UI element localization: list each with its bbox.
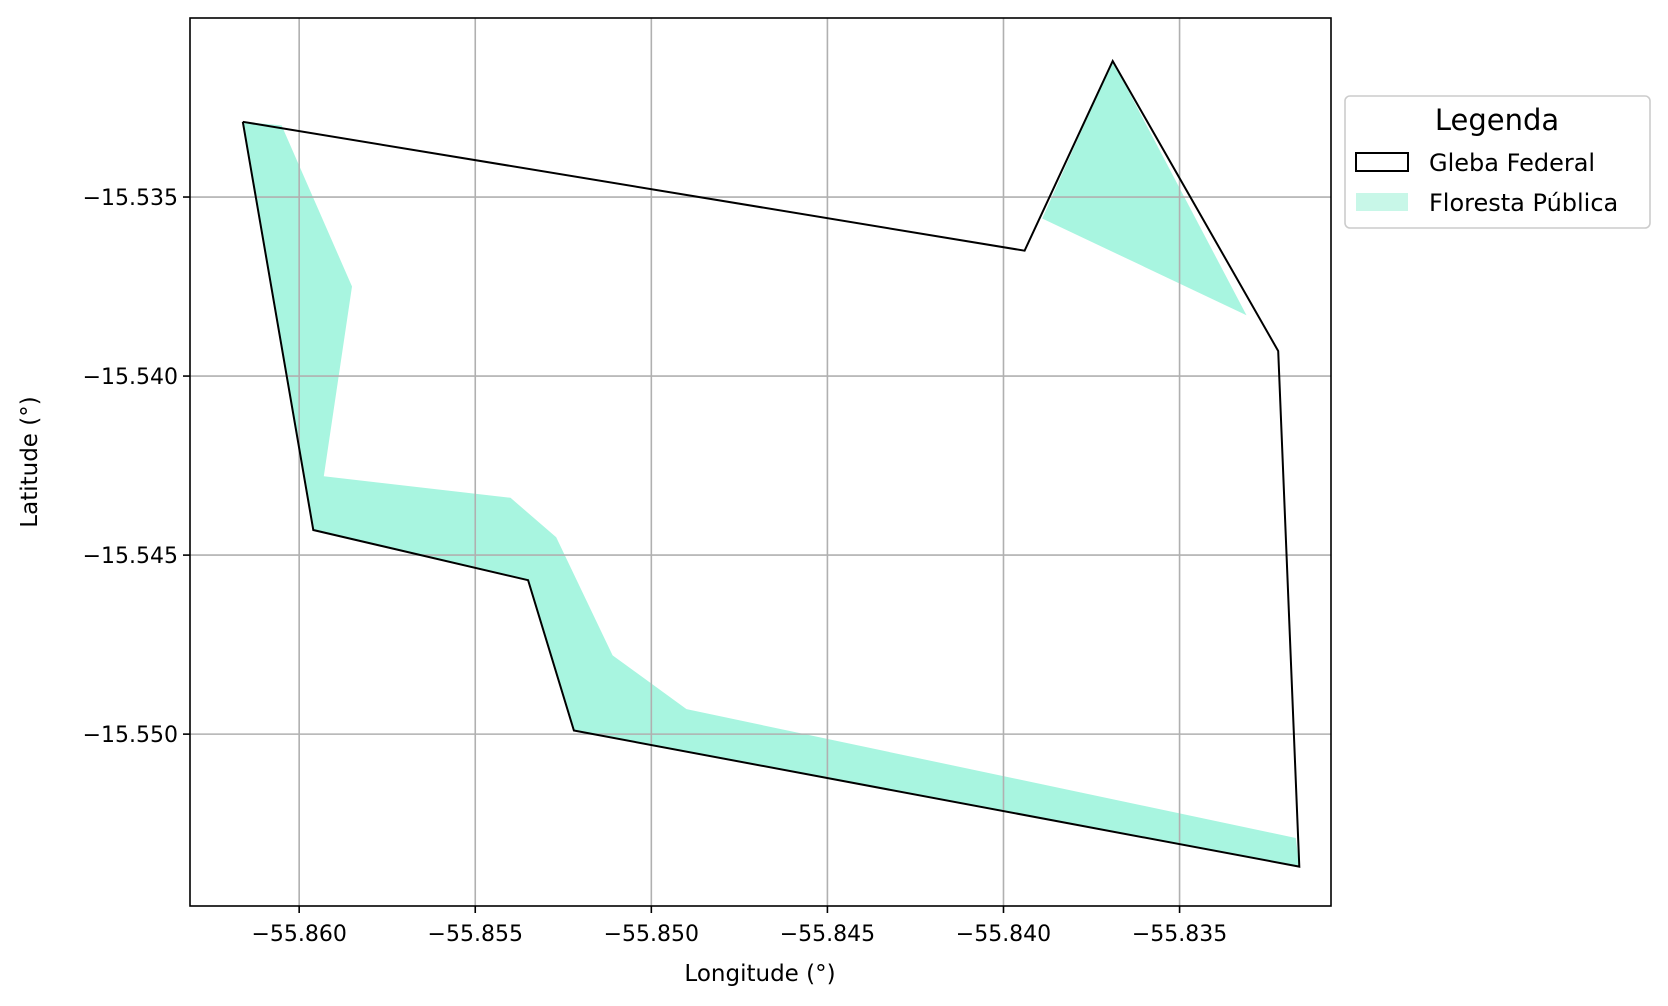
- x-tick-label-5: −55.840: [956, 922, 1051, 947]
- legend: Legenda Gleba Federal Floresta Pública: [1345, 96, 1650, 228]
- legend-swatch-floresta-publica: [1356, 193, 1408, 211]
- x-tick-label-6: −55.835: [1132, 922, 1227, 947]
- y-tick-label-3: −15.545: [83, 544, 178, 569]
- y-tick-label-2: −15.540: [83, 365, 178, 390]
- x-tick-label-2: −55.855: [428, 922, 523, 947]
- legend-swatch-gleba-federal: [1356, 153, 1408, 171]
- x-tick-label-3: −55.850: [604, 922, 699, 947]
- y-axis-label: Latitude (°): [17, 396, 43, 527]
- legend-label-gleba-federal: Gleba Federal: [1429, 149, 1595, 177]
- legend-label-floresta-publica: Floresta Pública: [1429, 189, 1618, 217]
- legend-title: Legenda: [1435, 103, 1559, 137]
- y-tick-label-1: −15.535: [83, 186, 178, 211]
- x-axis-label: Longitude (°): [684, 961, 835, 987]
- x-tick-label-4: −55.845: [780, 922, 875, 947]
- y-tick-label-4: −15.550: [83, 723, 178, 748]
- x-tick-label-1: −55.860: [251, 922, 346, 947]
